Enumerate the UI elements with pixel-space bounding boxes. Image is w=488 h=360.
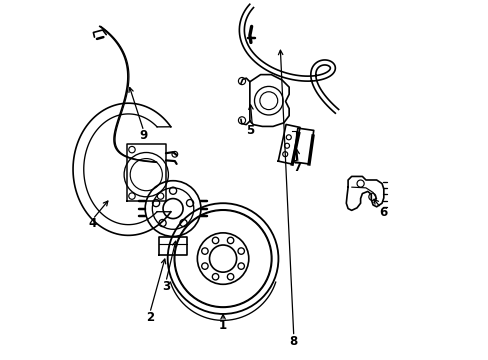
Text: 8: 8 bbox=[289, 335, 297, 348]
Text: 2: 2 bbox=[145, 311, 154, 324]
Text: 4: 4 bbox=[88, 217, 97, 230]
Text: 6: 6 bbox=[379, 206, 387, 219]
Text: 1: 1 bbox=[219, 319, 226, 332]
Text: 9: 9 bbox=[140, 129, 147, 142]
Text: 3: 3 bbox=[162, 280, 170, 293]
Text: 7: 7 bbox=[293, 161, 301, 174]
Text: 5: 5 bbox=[246, 124, 254, 137]
